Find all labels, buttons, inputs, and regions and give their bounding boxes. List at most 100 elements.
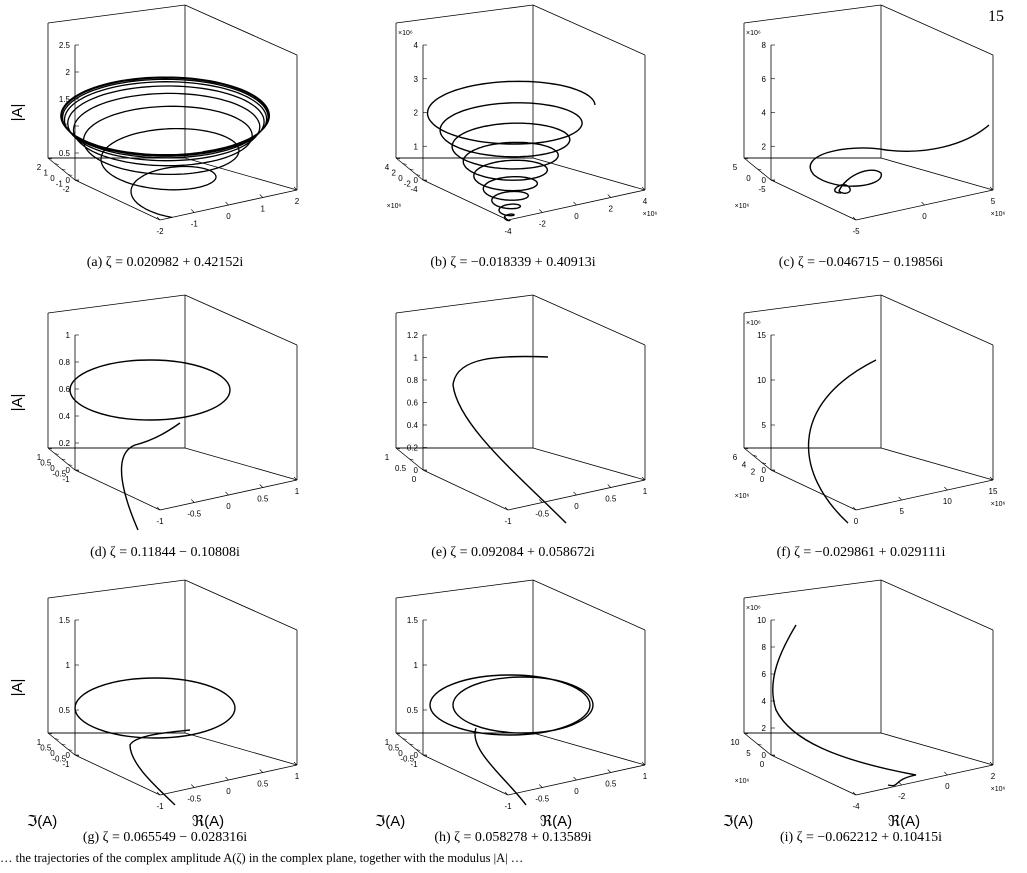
re-tick-label: -0.5 xyxy=(187,795,201,804)
box-edge xyxy=(880,579,994,631)
im-tick-mark xyxy=(68,749,73,751)
axis-line-re xyxy=(74,754,161,796)
re-tick-label: -2 xyxy=(156,227,164,236)
re-tick-label: 1 xyxy=(643,772,648,781)
re-tick-label: 0 xyxy=(226,787,231,796)
im-tick-label: 0 xyxy=(50,464,55,473)
im-tick-mark xyxy=(395,732,401,735)
z-tick-label: 6 xyxy=(762,75,767,84)
panel-caption: (f) ζ = −0.029861 + 0.029111i xyxy=(776,545,946,560)
re-tick-label: 0 xyxy=(574,212,579,221)
box-edge xyxy=(880,732,994,766)
panel-caption: (g) ζ = 0.065549 − 0.028316i xyxy=(82,830,248,845)
re-tick-mark xyxy=(293,761,298,766)
im-tick-label: 0 xyxy=(398,749,403,758)
im-tick-mark xyxy=(770,754,776,757)
im-tick-mark xyxy=(422,754,428,757)
z-tick-label: 0.5 xyxy=(407,706,419,715)
re-tick-label: -2 xyxy=(539,220,547,229)
re-tick-mark xyxy=(573,776,577,781)
re-tick-mark xyxy=(573,491,577,496)
re-tick-mark xyxy=(852,216,857,221)
im-tick-label: 1 xyxy=(37,738,42,747)
im-tick-label: 4 xyxy=(385,163,390,172)
axis-line-re xyxy=(74,469,161,511)
re-exponent: ×10⁶ xyxy=(991,501,1006,508)
re-tick-label: 0 xyxy=(854,517,859,526)
im-tick-mark xyxy=(743,447,749,450)
z-tick-label: 0 xyxy=(414,176,419,185)
re-tick-mark xyxy=(539,784,543,788)
im-tick-label: 0 xyxy=(50,749,55,758)
box-edge xyxy=(532,4,646,56)
z-tick-label: 0 xyxy=(762,751,767,760)
im-tick-mark xyxy=(395,447,401,450)
im-tick-label: -2 xyxy=(404,180,412,189)
im-tick-mark xyxy=(54,738,59,740)
re-tick-label: -1 xyxy=(504,517,512,526)
figure-panel: 10 8 6 4 2 0 10 5 0 -4 -2 0 2 ×10⁶ ×10⁶ ×10⁶ ℑ(A) ℜ(A) (i)… xyxy=(696,579,1026,855)
im-tick-mark xyxy=(68,174,73,176)
re-tick-label: 1 xyxy=(643,487,648,496)
figure-panel: 8 6 4 2 0 5 0 -5 -5 0 5 ×10⁶ ×10⁶ ×10⁶ (c) ζ = −0.0467… xyxy=(696,4,1026,280)
re-tick-mark xyxy=(944,771,948,776)
z-tick-label: 6 xyxy=(762,670,767,679)
re-tick-label: 0 xyxy=(226,502,231,511)
box-edge xyxy=(47,4,186,24)
box-edge xyxy=(532,579,646,631)
figure-panel: 1.2 1 0.8 0.6 0.4 0.2 0 1 0.5 0 -1 -0.5 0 0.5 1 (e) ζ =… xyxy=(348,294,678,570)
im-tick-label: 2 xyxy=(751,468,756,477)
im-tick-mark xyxy=(752,455,758,457)
box-edge xyxy=(395,294,534,314)
im-tick-mark xyxy=(422,179,428,182)
im-tick-label: 5 xyxy=(746,749,751,758)
im-tick-label: 2 xyxy=(37,163,42,172)
z-axis-label: |A| xyxy=(9,394,26,412)
z-tick-label: 8 xyxy=(762,643,767,652)
trajectory-curve xyxy=(808,359,877,524)
figure-panel: 4 3 2 1 0 4 2 0 -2 -4 -4 -2 0 2 4 ×10⁶ ×10⁶ ×10⁶ (b) ζ = −… xyxy=(348,4,678,280)
re-tick-mark xyxy=(989,761,994,766)
re-tick-mark xyxy=(504,506,509,511)
box-edge xyxy=(184,4,298,56)
z-tick-label: 0 xyxy=(762,176,767,185)
im-tick-mark xyxy=(770,179,776,182)
trajectory-curve xyxy=(74,677,236,806)
im-tick-label: 2 xyxy=(392,169,397,178)
re-tick-label: 0 xyxy=(574,787,579,796)
trajectory-curve xyxy=(426,80,596,222)
im-tick-mark xyxy=(409,458,414,461)
z-tick-label: 5 xyxy=(762,421,767,430)
im-tick-label: 1 xyxy=(385,453,390,462)
z-tick-label: 0 xyxy=(762,466,767,475)
re-tick-mark xyxy=(504,216,509,221)
z-axis-label: |A| xyxy=(9,679,26,697)
im-tick-label: 0.5 xyxy=(40,459,52,468)
im-axis-label: ℑ(A) xyxy=(27,813,57,830)
re-tick-label: 10 xyxy=(943,497,952,506)
plot-3d: 1.2 1 0.8 0.6 0.4 0.2 0 1 0.5 0 -1 -0.5 0 0.5 1 xyxy=(385,294,648,526)
re-tick-mark xyxy=(191,784,195,788)
figure-panel: 1 0.8 0.6 0.4 0.2 0 1 0.5 0 -0.5 -1 -1 -0.5 0 0.5 1 |A|(… xyxy=(0,294,330,570)
z-tick-label: 1.5 xyxy=(59,616,71,625)
axis-line-im xyxy=(743,447,772,471)
re-tick-mark xyxy=(259,769,263,773)
z-tick-label: 0 xyxy=(414,751,419,760)
re-tick-label: -4 xyxy=(504,227,512,236)
panel-caption: (e) ζ = 0.092084 + 0.058672i xyxy=(431,545,595,560)
panel-caption: (h) ζ = 0.058278 + 0.13589i xyxy=(434,830,592,845)
im-tick-label: 0 xyxy=(760,475,765,484)
box-edge xyxy=(880,157,994,191)
re-tick-label: 0 xyxy=(226,212,231,221)
z-tick-label: 4 xyxy=(414,41,419,50)
axis-line-re xyxy=(770,179,857,221)
z-tick-label: 3 xyxy=(414,75,419,84)
trajectory-curve xyxy=(772,624,917,787)
z-tick-label: 2 xyxy=(414,109,419,118)
z-tick-label: 0.6 xyxy=(407,399,419,408)
